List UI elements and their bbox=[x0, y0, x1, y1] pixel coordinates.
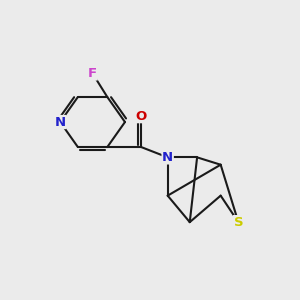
Text: N: N bbox=[55, 116, 66, 128]
Text: F: F bbox=[88, 67, 97, 80]
Text: N: N bbox=[162, 151, 173, 164]
Text: O: O bbox=[136, 110, 147, 123]
Text: S: S bbox=[233, 216, 243, 229]
